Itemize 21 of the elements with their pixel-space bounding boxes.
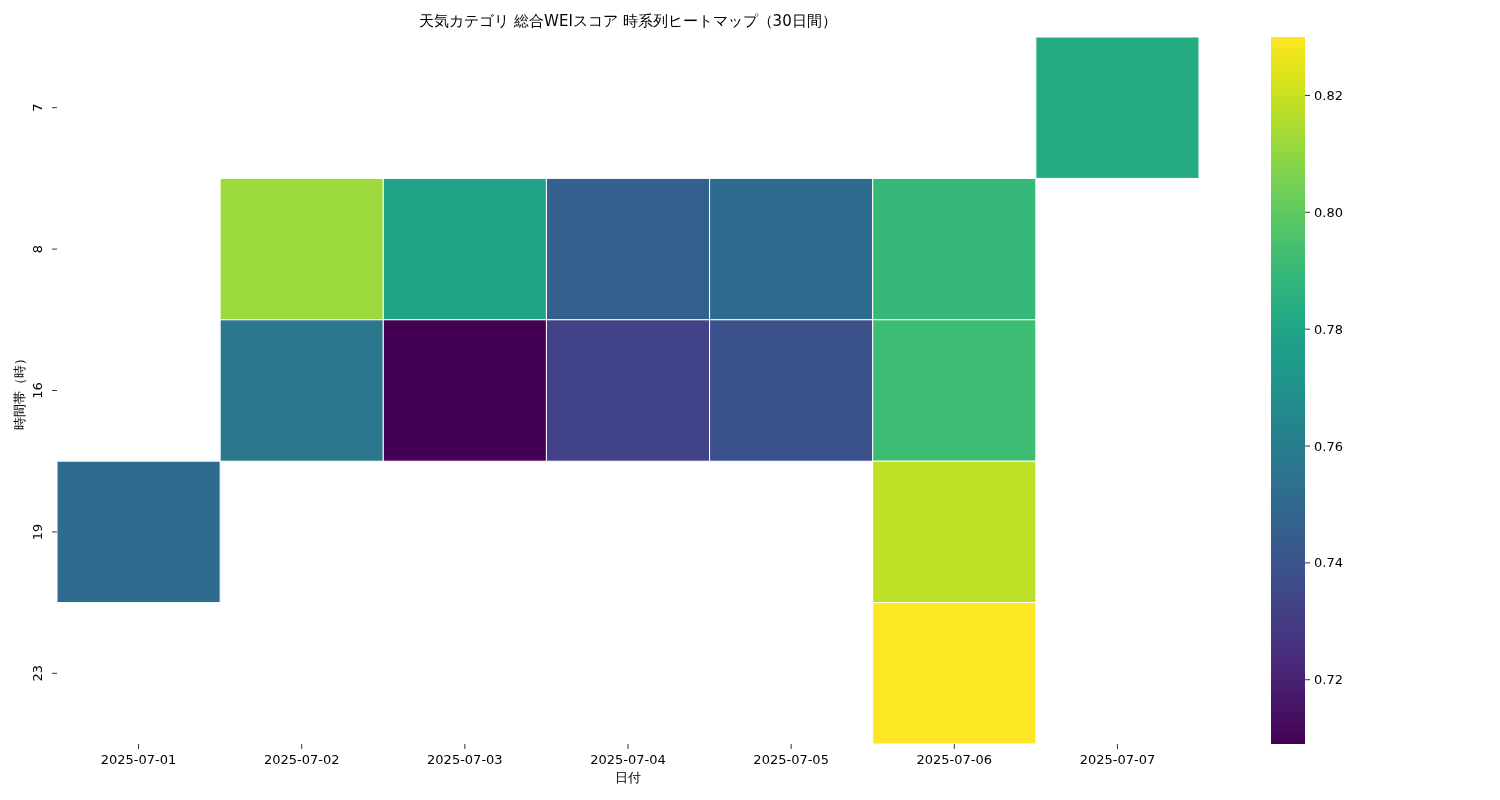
color-bar-label: 0.74 [1314, 555, 1343, 571]
y-tick-label: 7 [30, 103, 45, 112]
x-tick-label: 2025-07-03 [427, 752, 503, 767]
color-bar-label: 0.80 [1314, 204, 1343, 220]
y-axis-title: 時間帯（時） [12, 351, 27, 430]
x-tick-label: 2025-07-04 [590, 752, 666, 767]
color-bar-label: 0.72 [1314, 672, 1343, 688]
x-axis-title: 日付 [615, 770, 641, 785]
x-tick-label: 2025-07-02 [263, 752, 340, 767]
y-tick-label: 23 [30, 665, 45, 682]
x-tick-label: 2025-07-01 [100, 752, 177, 767]
chart-title: 天気カテゴリ 総合WEIスコア 時系列ヒートマップ（30日間） [419, 12, 837, 30]
x-tick-label: 2025-07-06 [916, 752, 993, 767]
color-bar-label: 0.78 [1314, 321, 1343, 337]
y-tick-label: 16 [30, 382, 45, 399]
color-bar-label: 0.82 [1314, 87, 1343, 103]
y-tick-label: 19 [30, 523, 45, 541]
x-tick-label: 2025-07-07 [1079, 752, 1156, 767]
x-tick-label: 2025-07-05 [753, 752, 829, 767]
color-bar-label: 0.76 [1314, 438, 1343, 454]
y-tick-label: 8 [30, 244, 45, 254]
